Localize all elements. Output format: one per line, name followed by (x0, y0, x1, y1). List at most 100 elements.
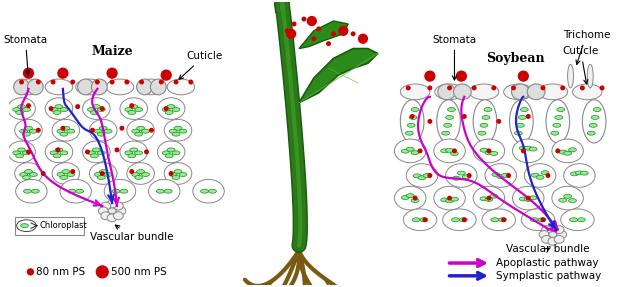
Ellipse shape (497, 174, 505, 179)
Text: Stomata: Stomata (432, 35, 476, 80)
Ellipse shape (94, 129, 102, 133)
Ellipse shape (93, 105, 100, 108)
Ellipse shape (530, 218, 538, 222)
Ellipse shape (434, 139, 466, 163)
Ellipse shape (462, 175, 470, 179)
Ellipse shape (554, 226, 564, 234)
Ellipse shape (97, 151, 105, 155)
Ellipse shape (179, 172, 187, 177)
Ellipse shape (485, 164, 517, 187)
Circle shape (115, 148, 119, 152)
Ellipse shape (23, 132, 30, 136)
Ellipse shape (91, 79, 107, 95)
Circle shape (428, 86, 432, 90)
Circle shape (457, 71, 466, 81)
Text: Vascular bundle: Vascular bundle (90, 225, 173, 243)
Circle shape (37, 129, 40, 132)
Ellipse shape (91, 110, 98, 115)
Circle shape (581, 86, 584, 90)
Circle shape (175, 80, 178, 84)
Ellipse shape (179, 129, 187, 133)
Ellipse shape (62, 170, 70, 174)
Ellipse shape (517, 123, 524, 127)
Ellipse shape (524, 164, 556, 187)
Circle shape (527, 115, 530, 118)
Ellipse shape (94, 172, 102, 177)
Text: 80 nm PS: 80 nm PS (37, 267, 86, 277)
Ellipse shape (437, 100, 461, 143)
Ellipse shape (45, 98, 72, 119)
Ellipse shape (25, 170, 32, 174)
Ellipse shape (28, 79, 43, 95)
Circle shape (312, 37, 316, 40)
Ellipse shape (130, 148, 138, 152)
Circle shape (150, 129, 153, 132)
Ellipse shape (107, 214, 117, 222)
Ellipse shape (482, 115, 490, 119)
Circle shape (600, 86, 604, 90)
Ellipse shape (172, 151, 180, 155)
Ellipse shape (447, 108, 455, 112)
Circle shape (410, 115, 414, 118)
Ellipse shape (45, 79, 72, 95)
Circle shape (159, 80, 163, 84)
Ellipse shape (411, 108, 419, 112)
Ellipse shape (573, 84, 602, 100)
Ellipse shape (552, 186, 583, 210)
Ellipse shape (25, 126, 32, 130)
Ellipse shape (570, 218, 578, 222)
Circle shape (317, 27, 321, 31)
Text: Trichome: Trichome (563, 30, 610, 64)
Ellipse shape (412, 218, 420, 222)
Ellipse shape (108, 208, 116, 214)
Ellipse shape (553, 123, 561, 127)
Ellipse shape (548, 224, 558, 232)
Ellipse shape (113, 212, 123, 220)
Ellipse shape (16, 154, 23, 158)
Ellipse shape (490, 194, 498, 198)
Polygon shape (299, 21, 348, 49)
Ellipse shape (120, 98, 147, 119)
Ellipse shape (23, 175, 30, 179)
Ellipse shape (62, 126, 70, 130)
Circle shape (125, 80, 129, 84)
Ellipse shape (163, 108, 170, 112)
Ellipse shape (14, 163, 42, 184)
Ellipse shape (23, 151, 30, 155)
Circle shape (37, 80, 40, 84)
Ellipse shape (423, 174, 431, 177)
Ellipse shape (135, 108, 142, 112)
Ellipse shape (536, 175, 544, 179)
Circle shape (448, 86, 451, 90)
Circle shape (96, 80, 99, 84)
Ellipse shape (20, 172, 28, 177)
Ellipse shape (50, 151, 58, 155)
Ellipse shape (522, 209, 555, 230)
Ellipse shape (578, 218, 585, 222)
Circle shape (110, 80, 114, 84)
Ellipse shape (135, 132, 142, 136)
Ellipse shape (89, 163, 117, 184)
Ellipse shape (405, 131, 413, 135)
Ellipse shape (14, 79, 30, 95)
Ellipse shape (513, 139, 544, 163)
Circle shape (472, 86, 476, 90)
Ellipse shape (407, 123, 415, 127)
Ellipse shape (209, 189, 216, 193)
Ellipse shape (529, 147, 537, 151)
Ellipse shape (172, 175, 180, 179)
Circle shape (42, 172, 45, 175)
Ellipse shape (135, 175, 142, 179)
Ellipse shape (473, 186, 505, 210)
Ellipse shape (164, 163, 192, 184)
Ellipse shape (452, 176, 461, 180)
Ellipse shape (130, 105, 138, 108)
Ellipse shape (57, 172, 65, 177)
Ellipse shape (473, 139, 505, 163)
Ellipse shape (580, 171, 588, 175)
Ellipse shape (575, 171, 583, 175)
Ellipse shape (400, 84, 430, 100)
Ellipse shape (97, 132, 105, 136)
Circle shape (492, 86, 496, 90)
Ellipse shape (165, 110, 173, 115)
